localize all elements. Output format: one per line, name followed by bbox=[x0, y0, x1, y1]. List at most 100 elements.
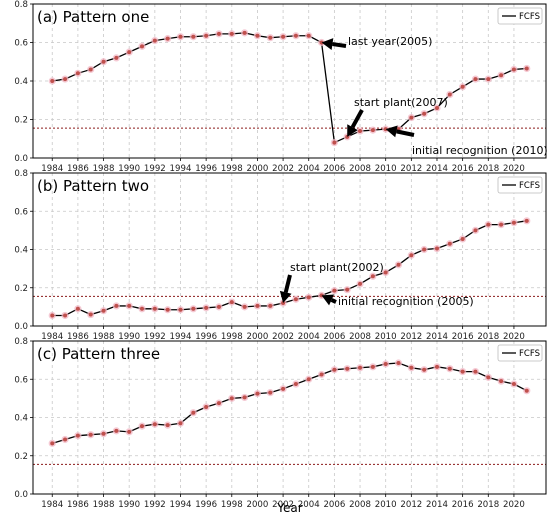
annotation-arrow-shaft bbox=[332, 42, 347, 48]
data-point bbox=[473, 369, 478, 374]
data-point bbox=[524, 66, 529, 71]
data-point bbox=[370, 364, 375, 369]
annotation-arrow-shaft bbox=[330, 298, 337, 304]
data-point bbox=[447, 92, 452, 97]
data-point bbox=[396, 262, 401, 267]
data-point bbox=[473, 77, 478, 82]
x-tick-label: 2018 bbox=[477, 164, 499, 174]
annotation-arrow-shaft bbox=[396, 129, 415, 137]
panel-2: 1984 1986 1988 1990 1992 1994 1996 1998 2000 2002… bbox=[14, 169, 547, 342]
data-point bbox=[332, 140, 337, 145]
annotation-text: last year(2005) bbox=[348, 35, 432, 48]
x-tick-label: 1992 bbox=[144, 500, 166, 510]
data-point bbox=[204, 33, 209, 38]
data-point bbox=[50, 441, 55, 446]
data-point bbox=[319, 372, 324, 377]
data-point bbox=[460, 84, 465, 89]
legend-entry: FCFS bbox=[519, 12, 540, 22]
data-point bbox=[63, 77, 68, 82]
y-tick-label: 0.8 bbox=[14, 337, 28, 347]
x-tick-label: 2014 bbox=[426, 164, 448, 174]
data-point bbox=[306, 295, 311, 300]
y-tick-label: 0.8 bbox=[14, 0, 28, 10]
data-point bbox=[383, 361, 388, 366]
data-point bbox=[358, 129, 363, 134]
y-tick-label: 0.0 bbox=[14, 490, 28, 500]
data-point bbox=[88, 432, 93, 437]
x-tick-label: 2018 bbox=[477, 332, 499, 342]
panel-title: (b) Pattern two bbox=[37, 177, 149, 195]
data-point bbox=[409, 115, 414, 120]
data-point bbox=[242, 30, 247, 35]
data-point bbox=[229, 300, 234, 305]
data-point bbox=[63, 437, 68, 442]
data-point bbox=[447, 366, 452, 371]
legend-box bbox=[497, 7, 543, 25]
data-point bbox=[255, 303, 260, 308]
data-point bbox=[140, 306, 145, 311]
data-point bbox=[434, 364, 439, 369]
series-line-fcfs bbox=[52, 362, 528, 444]
legend-box bbox=[497, 176, 543, 194]
data-point bbox=[499, 73, 504, 78]
annotation-arrow-head bbox=[321, 38, 334, 50]
y-tick-label: 0.4 bbox=[14, 414, 28, 424]
x-tick-label: 1998 bbox=[221, 164, 243, 174]
data-point bbox=[114, 428, 119, 433]
annotation-text: initial recognition (2010) bbox=[412, 144, 548, 157]
x-tick-label: 1990 bbox=[118, 500, 140, 510]
x-tick-label: 2006 bbox=[323, 500, 345, 510]
annotation-arrow-shaft bbox=[283, 274, 292, 293]
data-point bbox=[345, 366, 350, 371]
data-point bbox=[216, 401, 221, 406]
x-tick-label: 2010 bbox=[375, 332, 397, 342]
data-point bbox=[255, 33, 260, 38]
x-tick-label: 1986 bbox=[67, 332, 89, 342]
data-point bbox=[114, 303, 119, 308]
x-tick-label: 1996 bbox=[195, 332, 217, 342]
data-point bbox=[268, 303, 273, 308]
data-point bbox=[165, 307, 170, 312]
x-tick-label: 2020 bbox=[503, 500, 525, 510]
x-tick-label: 2002 bbox=[272, 164, 294, 174]
data-point bbox=[293, 297, 298, 302]
data-point bbox=[152, 422, 157, 427]
x-tick-label: 1990 bbox=[118, 164, 140, 174]
x-tick-label: 2020 bbox=[503, 164, 525, 174]
y-tick-label: 0.0 bbox=[14, 154, 28, 164]
data-point bbox=[345, 287, 350, 292]
x-tick-label: 2012 bbox=[400, 500, 422, 510]
data-point bbox=[50, 79, 55, 83]
y-tick-label: 0.2 bbox=[14, 452, 28, 462]
x-tick-label: 2012 bbox=[400, 164, 422, 174]
data-point bbox=[524, 388, 529, 393]
data-point bbox=[75, 71, 80, 76]
x-tick-label: 1992 bbox=[144, 332, 166, 342]
data-point bbox=[216, 31, 221, 36]
data-point bbox=[255, 391, 260, 396]
x-tick-label: 2016 bbox=[452, 500, 474, 510]
x-tick-label: 2004 bbox=[298, 164, 320, 174]
y-tick-label: 0.6 bbox=[14, 39, 28, 49]
data-point bbox=[396, 360, 401, 365]
data-point bbox=[268, 35, 273, 40]
x-tick-label: 1998 bbox=[221, 332, 243, 342]
data-point bbox=[332, 288, 337, 293]
data-point bbox=[101, 59, 106, 64]
data-point bbox=[473, 228, 478, 233]
data-point bbox=[242, 304, 247, 309]
series-line-fcfs bbox=[52, 32, 527, 144]
data-point bbox=[191, 306, 196, 311]
data-point bbox=[191, 34, 196, 39]
data-point bbox=[486, 77, 491, 82]
x-tick-label: 2008 bbox=[349, 332, 371, 342]
data-point bbox=[75, 306, 80, 311]
plot-frame bbox=[32, 340, 547, 495]
data-point bbox=[191, 410, 196, 415]
x-tick-label: 2020 bbox=[503, 332, 525, 342]
data-point bbox=[127, 50, 132, 55]
data-point bbox=[358, 281, 363, 286]
data-point bbox=[216, 304, 221, 309]
data-point bbox=[409, 253, 414, 258]
